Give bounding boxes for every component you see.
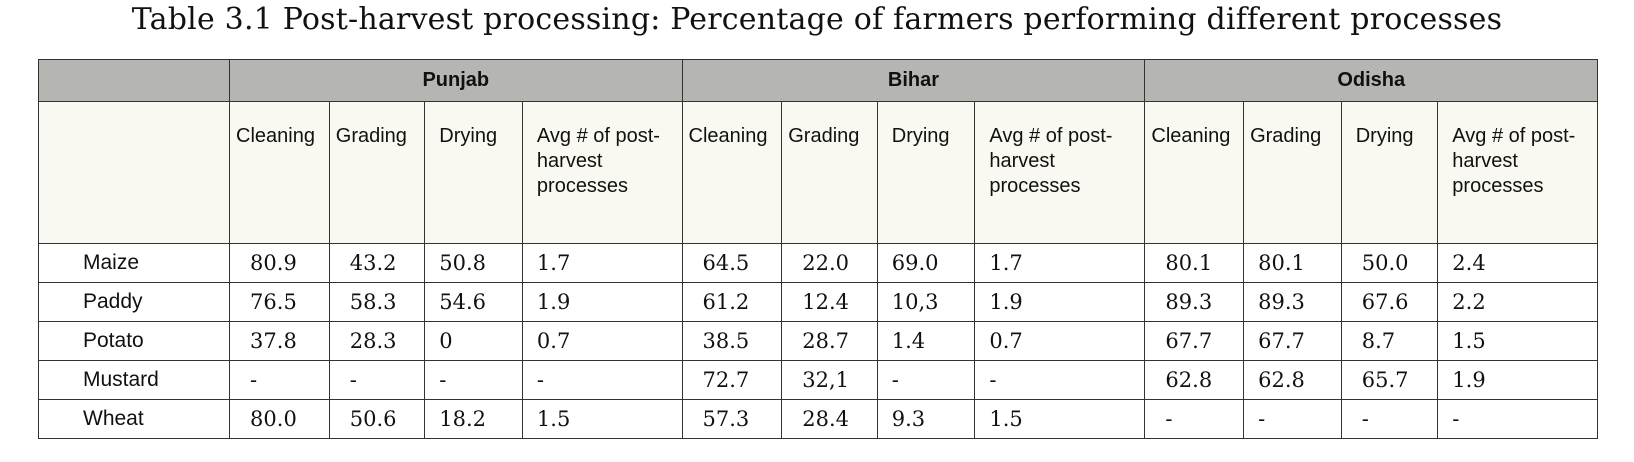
table-cell: 89.3 xyxy=(1144,282,1245,322)
table-cell: 12.4 xyxy=(781,282,878,322)
col-header-grading: Grading xyxy=(1243,101,1342,244)
table-cell: 28.3 xyxy=(328,321,426,361)
table-cell: 65.7 xyxy=(1340,360,1439,400)
table-cell: 8.7 xyxy=(1340,321,1439,361)
crop-name: Mustard xyxy=(37,360,231,400)
col-header-grading: Grading xyxy=(781,101,878,244)
table-cell: - xyxy=(1340,399,1439,439)
table-cell: 57.3 xyxy=(681,399,783,439)
table-cell: 22.0 xyxy=(781,243,878,283)
table-cell: 1.9 xyxy=(521,282,683,322)
col-header-avg: Avg # of post-harvest processes xyxy=(974,101,1146,244)
table-cell: 80.9 xyxy=(229,243,330,283)
table-cell: 61.2 xyxy=(681,282,783,322)
table-cell: 62.8 xyxy=(1144,360,1245,400)
table-cell: 64.5 xyxy=(681,243,783,283)
table-cell: 80.1 xyxy=(1243,243,1342,283)
col-header-drying: Drying xyxy=(424,101,523,244)
table-cell: 72.7 xyxy=(681,360,783,400)
col-header-drying: Drying xyxy=(1340,101,1439,244)
table-cell: 0.7 xyxy=(521,321,683,361)
table-cell: 32,1 xyxy=(781,360,878,400)
process-header-row: Cleaning Grading Drying Avg # of post-ha… xyxy=(37,101,1598,244)
table-row: Potato 37.8 28.3 0 0.7 38.5 28.7 1.4 0.7… xyxy=(37,321,1598,361)
crop-name: Wheat xyxy=(37,399,231,439)
crop-name: Paddy xyxy=(37,282,231,322)
table-cell: 0.7 xyxy=(974,321,1146,361)
table-cell: 9.3 xyxy=(876,399,976,439)
table-cell: 2.4 xyxy=(1437,243,1598,283)
table-cell: 38.5 xyxy=(681,321,783,361)
table-cell: - xyxy=(424,360,523,400)
table-cell: 10,3 xyxy=(876,282,976,322)
table-cell: 58.3 xyxy=(328,282,426,322)
table-cell: 1.5 xyxy=(1437,321,1598,361)
crop-name: Potato xyxy=(37,321,231,361)
state-header-odisha: Odisha xyxy=(1144,59,1598,102)
table-cell: 54.6 xyxy=(424,282,523,322)
table-cell: 89.3 xyxy=(1243,282,1342,322)
table-cell: - xyxy=(876,360,976,400)
table-cell: 50.6 xyxy=(328,399,426,439)
table-cell: - xyxy=(229,360,330,400)
corner-cell xyxy=(37,101,231,244)
table-cell: 1.7 xyxy=(974,243,1146,283)
table-row: Mustard - - - - 72.7 32,1 - - 62.8 62.8 … xyxy=(37,360,1598,400)
crop-name: Maize xyxy=(37,243,231,283)
table-cell: 1.5 xyxy=(974,399,1146,439)
table-cell: - xyxy=(328,360,426,400)
table-cell: 1.4 xyxy=(876,321,976,361)
col-header-drying: Drying xyxy=(876,101,976,244)
state-header-row: Punjab Bihar Odisha xyxy=(37,59,1598,102)
col-header-cleaning: Cleaning xyxy=(681,101,783,244)
table-cell: 69.0 xyxy=(876,243,976,283)
table-cell: - xyxy=(974,360,1146,400)
table-cell: 1.7 xyxy=(521,243,683,283)
state-header-punjab: Punjab xyxy=(229,59,683,102)
table-cell: 62.8 xyxy=(1243,360,1342,400)
table-cell: 43.2 xyxy=(328,243,426,283)
table-cell: - xyxy=(1144,399,1245,439)
table-cell: 50.0 xyxy=(1340,243,1439,283)
table-cell: 18.2 xyxy=(424,399,523,439)
corner-cell xyxy=(37,59,231,102)
table-cell: 1.9 xyxy=(974,282,1146,322)
table-cell: 67.7 xyxy=(1144,321,1245,361)
table-title: Table 3.1 Post-harvest processing: Perce… xyxy=(131,2,1503,37)
table-row: Wheat 80.0 50.6 18.2 1.5 57.3 28.4 9.3 1… xyxy=(37,399,1598,439)
table-cell: - xyxy=(1243,399,1342,439)
table-cell: - xyxy=(521,360,683,400)
table-cell: 28.7 xyxy=(781,321,878,361)
table-cell: 80.1 xyxy=(1144,243,1245,283)
post-harvest-table: Punjab Bihar Odisha Cleaning Grading Dry… xyxy=(37,59,1598,439)
table-row: Maize 80.9 43.2 50.8 1.7 64.5 22.0 69.0 … xyxy=(37,243,1598,283)
col-header-cleaning: Cleaning xyxy=(229,101,330,244)
state-header-bihar: Bihar xyxy=(681,59,1146,102)
table-row: Paddy 76.5 58.3 54.6 1.9 61.2 12.4 10,3 … xyxy=(37,282,1598,322)
table-cell: 2.2 xyxy=(1437,282,1598,322)
table-cell: 0 xyxy=(424,321,523,361)
table-cell: - xyxy=(1437,399,1598,439)
table-cell: 80.0 xyxy=(229,399,330,439)
col-header-grading: Grading xyxy=(328,101,426,244)
col-header-avg: Avg # of post-harvest processes xyxy=(1437,101,1598,244)
col-header-cleaning: Cleaning xyxy=(1144,101,1245,244)
table-cell: 1.9 xyxy=(1437,360,1598,400)
table-cell: 67.7 xyxy=(1243,321,1342,361)
table-cell: 28.4 xyxy=(781,399,878,439)
table-cell: 1.5 xyxy=(521,399,683,439)
col-header-avg: Avg # of post-harvest processes xyxy=(521,101,683,244)
table-cell: 76.5 xyxy=(229,282,330,322)
table-cell: 37.8 xyxy=(229,321,330,361)
table-cell: 67.6 xyxy=(1340,282,1439,322)
table-cell: 50.8 xyxy=(424,243,523,283)
